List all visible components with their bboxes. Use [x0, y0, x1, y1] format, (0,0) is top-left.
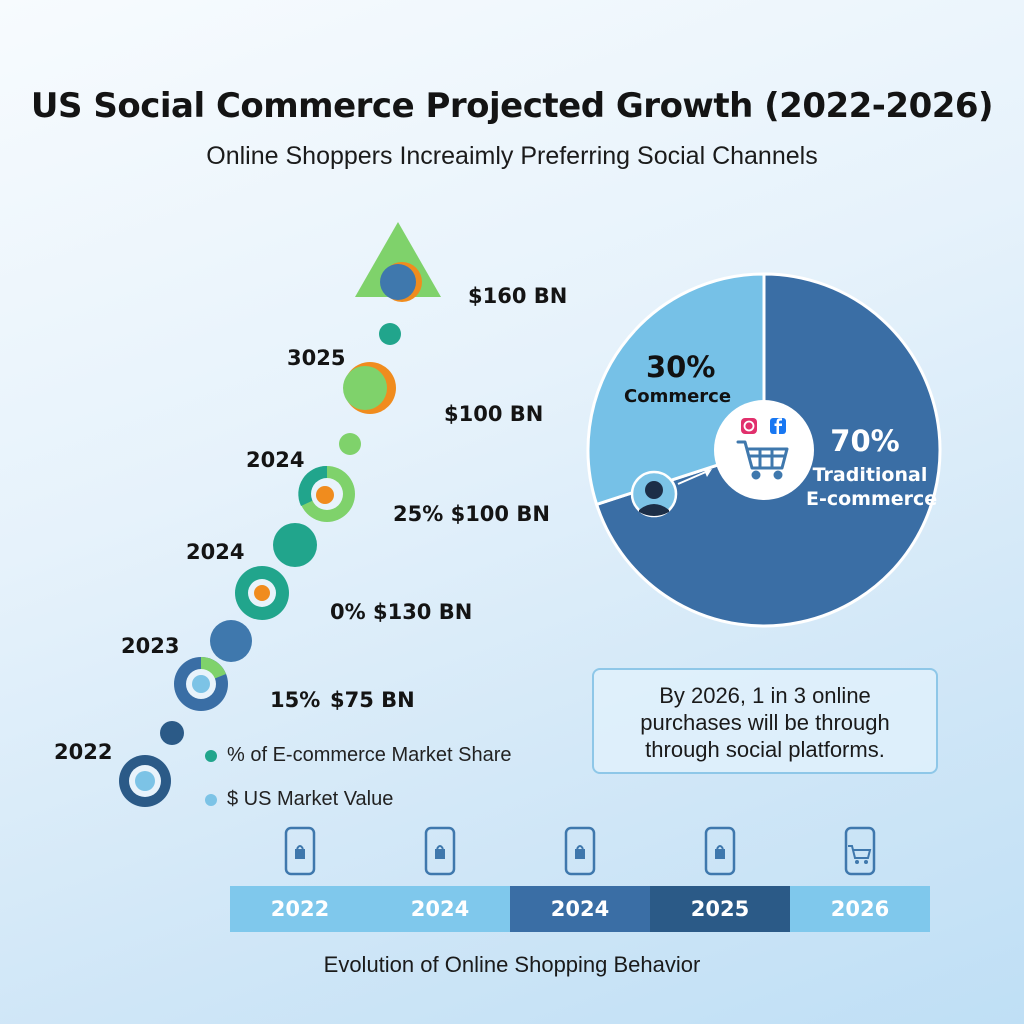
phone-bag-icon	[424, 826, 456, 876]
label-75bn: $75 BN	[330, 688, 415, 712]
growth-trajectory	[119, 222, 441, 807]
phone-bag-icon	[704, 826, 736, 876]
label-160bn: $160 BN	[468, 284, 568, 308]
facebook-icon	[770, 418, 786, 434]
small-blue-dot	[160, 721, 184, 745]
chart-title: US Social Commerce Projected Growth (202…	[30, 86, 994, 126]
teal-dot	[379, 323, 401, 345]
blue-solid-circle	[210, 620, 252, 662]
bottom-ring-center	[135, 771, 155, 791]
light-blue-center	[192, 675, 210, 693]
shopping-cart-icon	[736, 440, 789, 480]
label-2023: 2023	[121, 634, 180, 658]
pie-chart	[586, 272, 942, 628]
chart-subtitle: Online Shoppers Increaimly Preferring So…	[206, 142, 818, 170]
instagram-icon	[741, 418, 757, 434]
callout-box: By 2026, 1 in 3 online purchases will be…	[592, 668, 938, 774]
pie-traditional-percent: 70%	[830, 424, 900, 458]
teal-ring-center	[254, 585, 270, 601]
pie-traditional-label-line1: Traditional	[812, 464, 928, 486]
legend-market-value: $ US Market Value	[205, 788, 393, 811]
arrow-icon	[677, 469, 712, 485]
callout-line-3: through social platforms.	[645, 737, 885, 762]
phone-cart-icon	[844, 826, 876, 876]
footer-caption: Evolution of Online Shopping Behavior	[323, 952, 701, 977]
label-0pct-130bn: 0% $130 BN	[330, 600, 473, 624]
timeline-segment: 2024	[370, 886, 510, 932]
pie-social-label: Commerce	[624, 386, 732, 407]
teal-solid-circle	[273, 523, 317, 567]
pie-traditional-label-line2: E-commerce	[806, 488, 938, 510]
timeline-segment: 2026	[790, 886, 930, 932]
blue-dot-top	[380, 264, 416, 300]
label-25pct-100bn: 25% $100 BN	[393, 502, 550, 526]
phone-bag-icon	[564, 826, 596, 876]
timeline-year: 2025	[690, 897, 750, 921]
label-100bn: $100 BN	[444, 402, 544, 426]
label-2024-b: 2024	[186, 540, 245, 564]
label-3025: 3025	[287, 346, 346, 370]
timeline-year: 2022	[270, 897, 330, 921]
legend-teal-dot	[205, 749, 217, 762]
timeline-bar: 2022 2024 2024 2025 2026	[230, 886, 930, 932]
small-green-dot	[339, 433, 361, 455]
label-2022: 2022	[54, 740, 113, 764]
timeline-year: 2024	[410, 897, 470, 921]
timeline-segment: 2022	[230, 886, 370, 932]
callout-line-1: By 2026, 1 in 3 online	[659, 683, 871, 708]
label-2024-a: 2024	[246, 448, 305, 472]
legend-market-value-label: $ US Market Value	[227, 788, 394, 810]
legend-market-share: % of E-commerce Market Share	[205, 744, 512, 767]
legend-light-blue-dot	[205, 793, 217, 806]
green-circle	[343, 366, 387, 410]
timeline-segment: 2025	[650, 886, 790, 932]
timeline-segment: 2024	[510, 886, 650, 932]
label-15pct: 15%	[270, 688, 321, 712]
phone-bag-icon	[284, 826, 316, 876]
timeline-year: 2026	[830, 897, 890, 921]
timeline-year: 2024	[550, 897, 610, 921]
orange-center-dot	[316, 486, 334, 504]
callout-line-2: purchases will be through	[640, 710, 890, 735]
pie-social-percent: 30%	[646, 350, 716, 384]
legend-market-share-label: % of E-commerce Market Share	[227, 744, 512, 766]
user-avatar-icon	[630, 470, 678, 518]
